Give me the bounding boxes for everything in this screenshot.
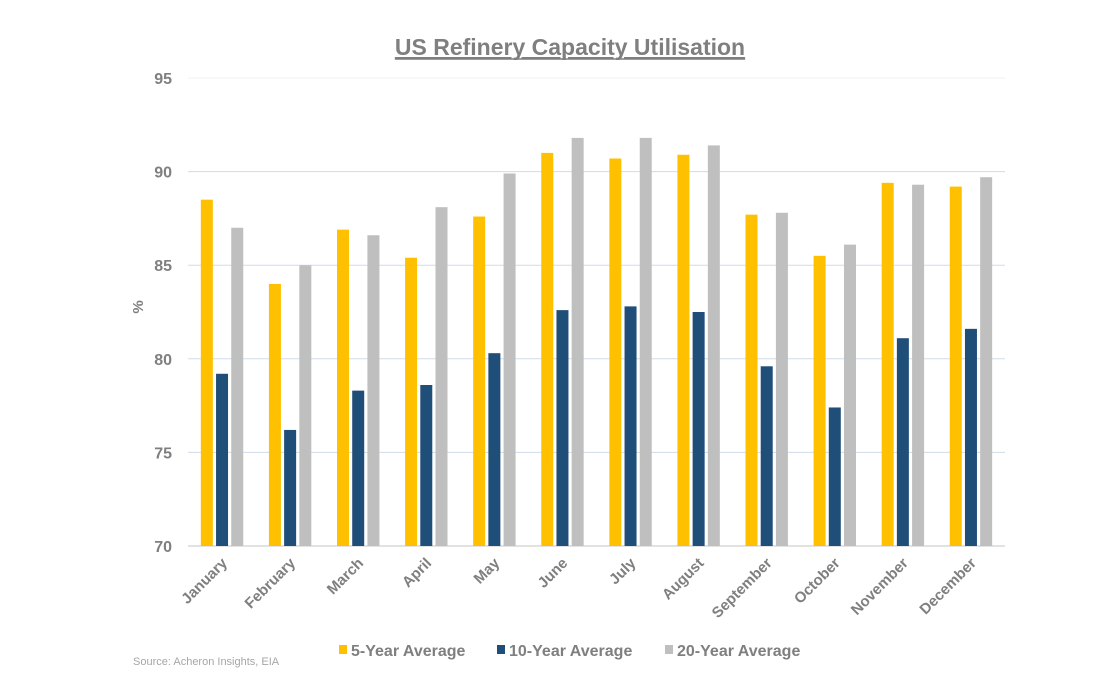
bar-10-year-average: [352, 390, 365, 546]
bar-10-year-average: [556, 310, 569, 546]
x-tick-label: October: [791, 555, 844, 608]
bar-5-year-average: [949, 186, 962, 547]
bar-10-year-average: [760, 366, 773, 546]
x-tick-label: April: [399, 555, 435, 591]
bar-5-year-average: [268, 283, 281, 546]
x-axis-ticks: January February March April May June July Augu…: [178, 554, 980, 621]
bar-20-year-average: [367, 235, 380, 547]
bar-5-year-average: [609, 158, 622, 546]
bar-20-year-average: [571, 137, 584, 547]
y-tick-label: 95: [154, 71, 172, 88]
bar-20-year-average: [639, 137, 652, 547]
bar-10-year-average: [488, 353, 501, 546]
y-tick-label: 75: [154, 445, 172, 462]
y-tick-label: 90: [154, 165, 172, 182]
bar-10-year-average: [692, 312, 705, 546]
bar-20-year-average: [503, 173, 516, 547]
legend: 5-Year Average 10-Year Average 20-Year Ave…: [339, 643, 800, 660]
bar-5-year-average: [677, 154, 690, 546]
chart-title: US Refinery Capacity Utilisation: [395, 34, 745, 60]
bar-20-year-average: [231, 227, 244, 546]
bar-20-year-average: [775, 212, 788, 546]
y-tick-label: 70: [154, 539, 172, 556]
bar-10-year-average: [964, 328, 977, 546]
legend-swatch: [497, 645, 505, 654]
x-tick-label: February: [242, 554, 300, 612]
y-axis-ticks: 70 75 80 85 90 95: [154, 71, 172, 556]
x-tick-label: November: [848, 555, 912, 619]
bar-10-year-average: [896, 338, 909, 546]
bar-20-year-average: [980, 177, 993, 546]
bar-5-year-average: [881, 182, 894, 546]
source-note: Source: Acheron Insights, EIA: [133, 656, 280, 668]
bar-10-year-average: [828, 407, 841, 546]
bar-5-year-average: [200, 199, 213, 546]
bar-10-year-average: [624, 306, 637, 546]
bar-20-year-average: [843, 244, 856, 546]
bars: [200, 137, 993, 547]
bar-10-year-average: [420, 385, 433, 546]
x-tick-label: September: [709, 555, 776, 622]
legend-label: 5-Year Average: [351, 643, 466, 660]
y-axis-label: %: [130, 300, 147, 313]
y-tick-label: 85: [154, 258, 172, 275]
bar-5-year-average: [541, 152, 554, 546]
bar-10-year-average: [216, 373, 229, 546]
x-tick-label: January: [178, 554, 231, 607]
legend-swatch: [665, 645, 673, 654]
gridlines: [188, 77, 1005, 547]
y-tick-label: 80: [154, 352, 172, 369]
bar-5-year-average: [473, 216, 486, 546]
bar-20-year-average: [299, 265, 312, 546]
legend-label: 10-Year Average: [509, 643, 632, 660]
bar-5-year-average: [813, 255, 826, 546]
x-tick-label: December: [916, 555, 979, 618]
bar-20-year-average: [435, 207, 448, 546]
bar-10-year-average: [284, 429, 297, 546]
legend-swatch: [339, 645, 347, 654]
bar-5-year-average: [745, 214, 758, 546]
x-tick-label: May: [471, 554, 504, 587]
x-tick-label: July: [606, 554, 640, 588]
x-tick-label: March: [324, 555, 367, 598]
x-tick-label: August: [659, 555, 708, 604]
bar-5-year-average: [337, 229, 350, 546]
legend-label: 20-Year Average: [677, 643, 800, 660]
bar-20-year-average: [707, 145, 720, 546]
x-tick-label: June: [535, 555, 572, 592]
bar-5-year-average: [405, 257, 418, 546]
bar-20-year-average: [912, 184, 925, 547]
